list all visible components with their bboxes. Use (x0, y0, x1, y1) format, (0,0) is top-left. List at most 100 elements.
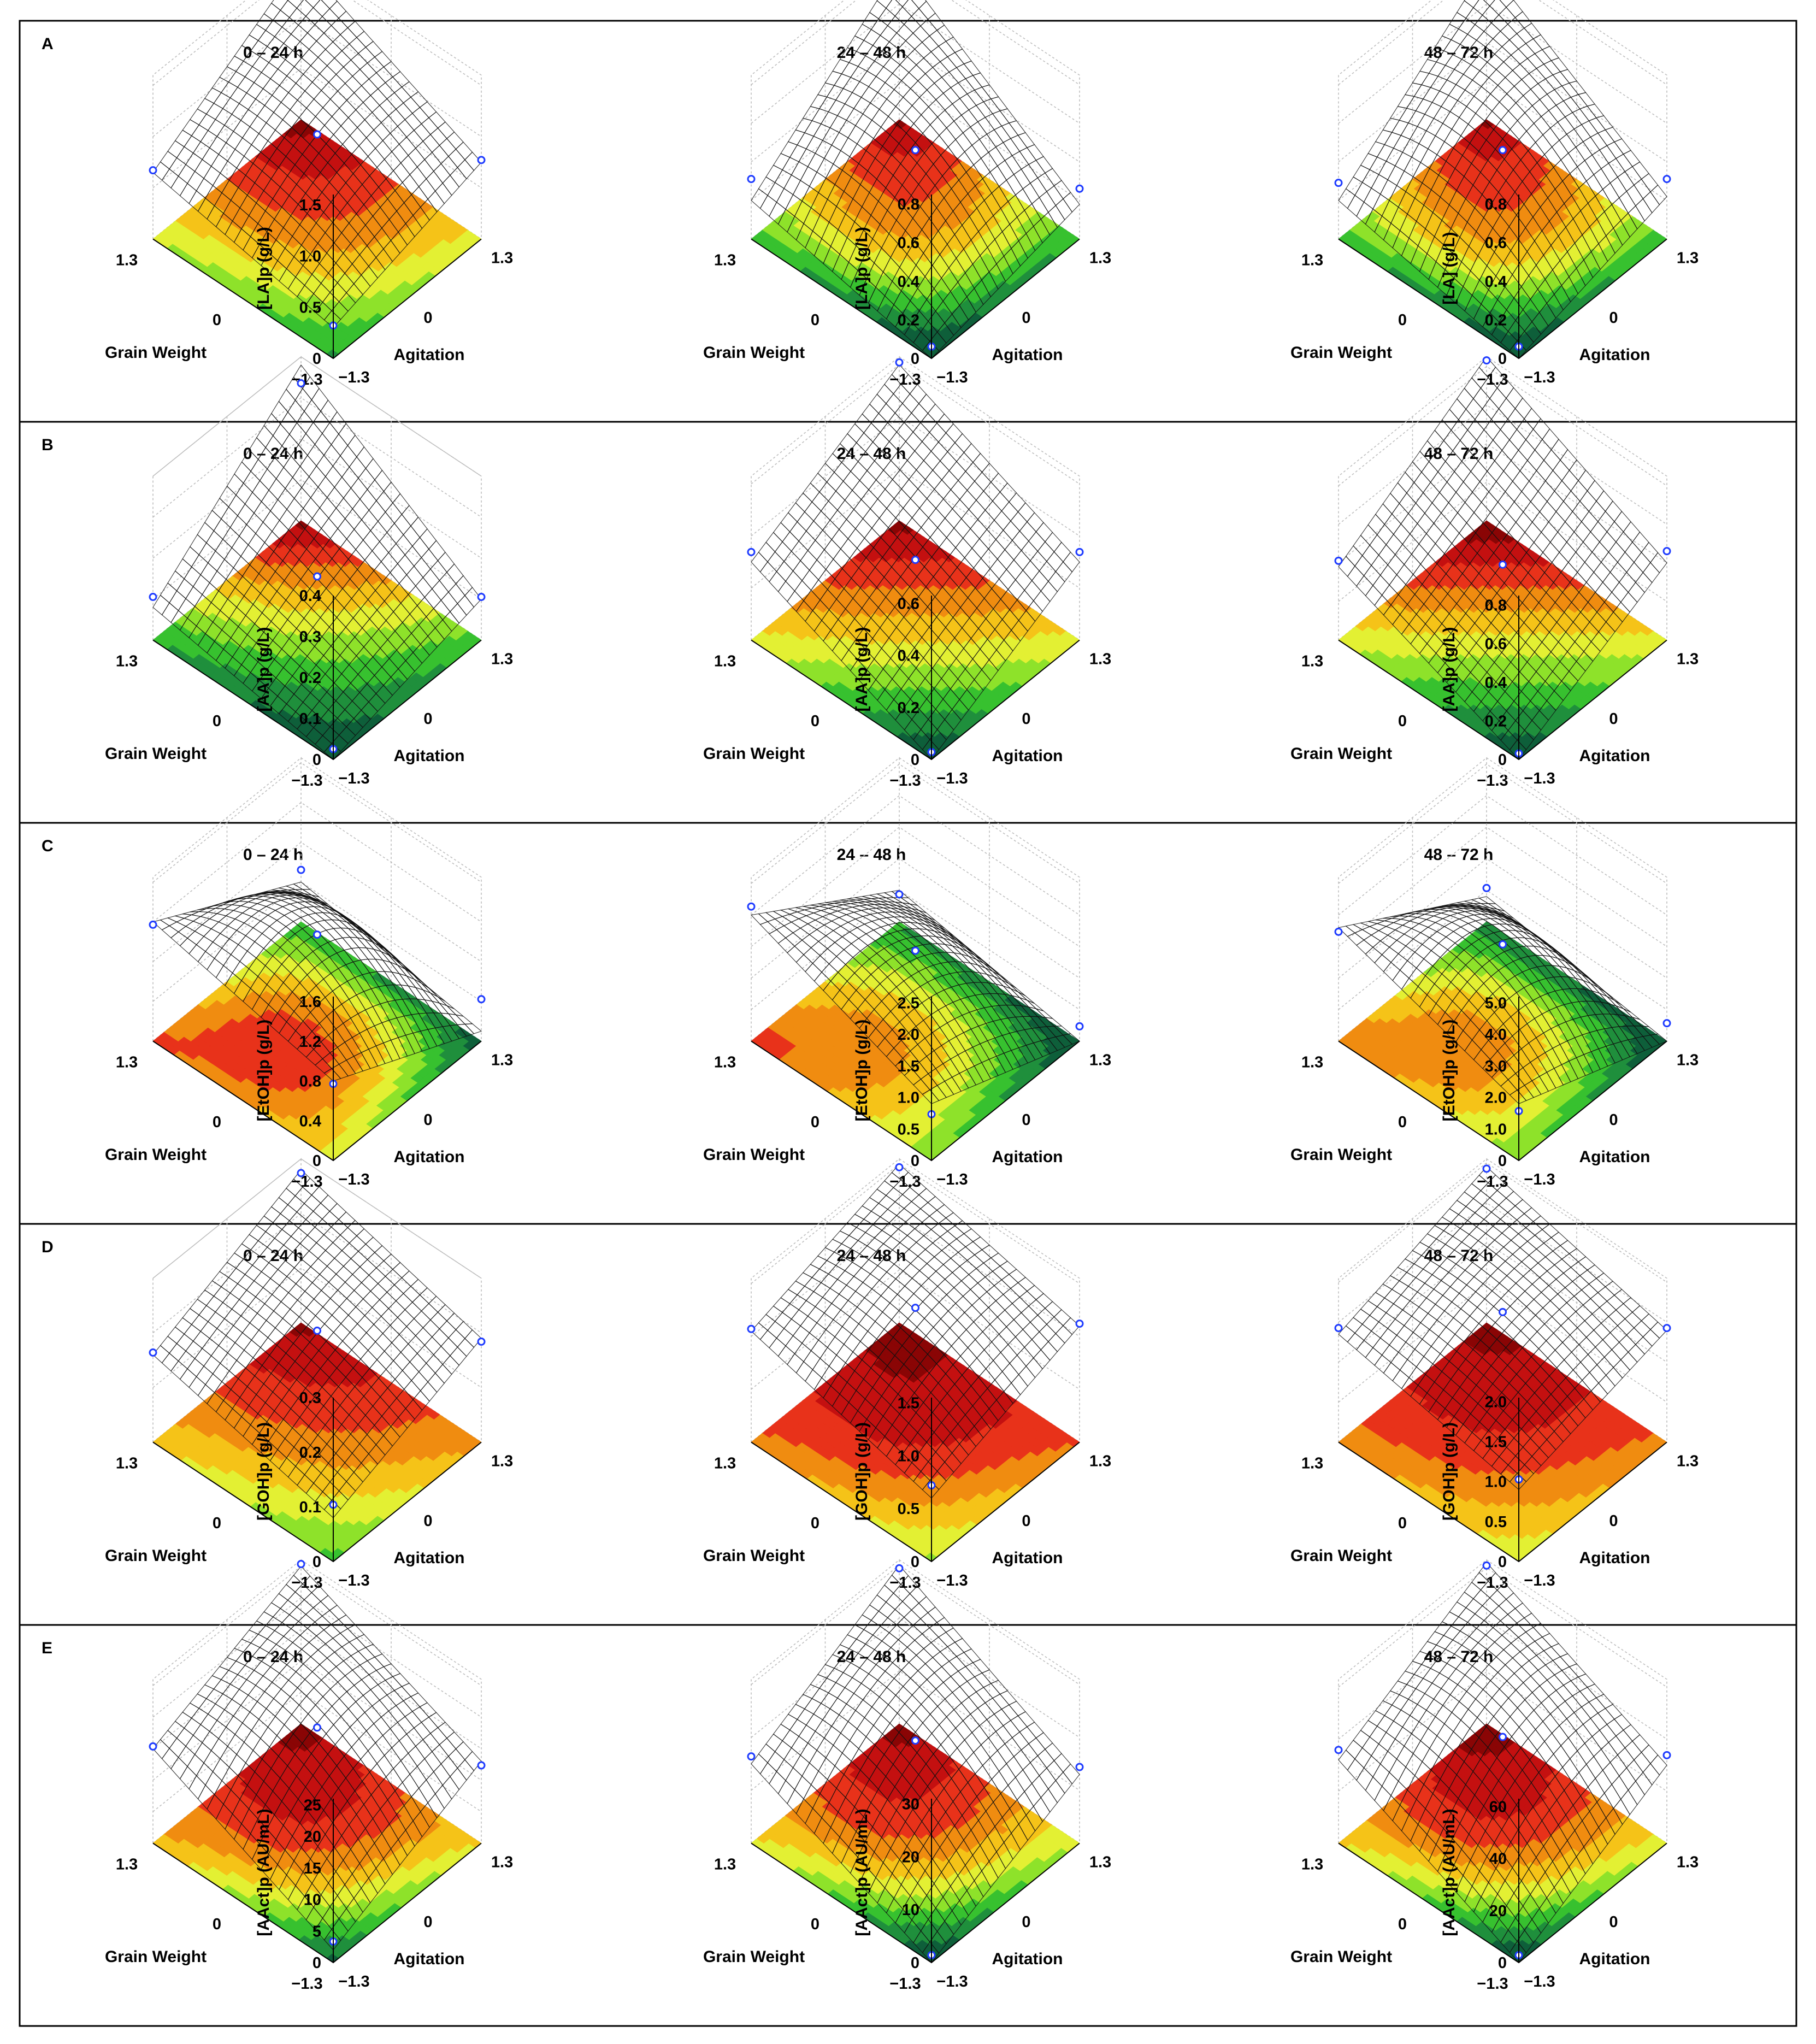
data-point (1499, 1733, 1507, 1741)
panel-a-3: 48 – 72 h00.20.40.60.8[LA] (g/L)1.30−1.3… (1290, 0, 1699, 388)
data-point (911, 1736, 919, 1745)
data-point (747, 902, 756, 911)
data-point (747, 1324, 756, 1333)
agitation-tick: 1.3 (491, 1052, 513, 1069)
grain-weight-tick: 0 (811, 311, 819, 329)
panel-b-1: 0 – 24 h00.10.20.30.4[AA]p (g/L)1.30−1.3… (105, 356, 513, 790)
grain-weight-label: Grain Weight (1290, 344, 1392, 362)
z-tick-label: 0.1 (299, 710, 321, 728)
data-point (313, 130, 321, 139)
response-surface (1338, 1562, 1667, 1963)
grain-weight-tick: 1.3 (1301, 252, 1323, 269)
z-tick-label: 0.3 (299, 1389, 321, 1407)
base-edges (1338, 639, 1667, 761)
base-edges (1338, 1441, 1667, 1563)
grain-weight-tick: 1.3 (1301, 1054, 1323, 1071)
z-tick-label: 0.6 (898, 234, 919, 252)
z-tick-label: 0 (313, 1954, 321, 1972)
data-point (149, 1348, 157, 1357)
z-tick-label: 1.0 (898, 1447, 919, 1465)
agitation-label: Agitation (394, 1549, 465, 1567)
z-tick-label: 0 (1498, 751, 1507, 769)
data-point (1499, 560, 1507, 569)
agitation-tick: 0 (1022, 710, 1030, 728)
grain-weight-label: Grain Weight (105, 745, 207, 763)
contour-floor (152, 1723, 482, 1963)
z-axis-label: [GOH]p (g/L) (1440, 1422, 1458, 1521)
grain-weight-tick: 0 (811, 1114, 819, 1131)
z-tick-label: 40 (1489, 1851, 1507, 1868)
data-point (911, 146, 919, 155)
grain-weight-tick: 1.3 (116, 1054, 138, 1071)
response-surface (1337, 896, 1668, 1104)
z-tick-label: 10 (304, 1892, 321, 1909)
contour-floor (152, 921, 482, 1161)
grain-weight-tick: 0 (811, 712, 819, 730)
axes: 0 10 20 30 [AAct]p (AU/mL) 1.3 0 −1.3 −1.3 0 1.3 Gr… (703, 1796, 1111, 1993)
agitation-label: Agitation (1579, 1549, 1650, 1567)
z-tick-label: 0.4 (299, 1112, 321, 1130)
agitation-tick: 1.3 (491, 250, 513, 267)
grain-weight-label: Grain Weight (1290, 1146, 1392, 1164)
agitation-tick: 1.3 (491, 1854, 513, 1871)
z-tick-label: 0.5 (898, 1121, 919, 1138)
grain-weight-tick: −1.3 (291, 772, 322, 790)
data-point (1334, 556, 1343, 565)
z-axis-label: [LA]p (g/L) (255, 227, 273, 310)
axes: 0 5 10 15 20 25 [AAct]p (AU/mL) 1.3 0 −1.3 −1.3 0 1.… (105, 1797, 513, 1993)
grain-weight-label: Grain Weight (703, 344, 805, 362)
data-point (313, 1327, 321, 1335)
agitation-tick: −1.3 (1524, 1171, 1555, 1188)
z-tick-label: 0 (911, 751, 919, 769)
grain-weight-label: Grain Weight (105, 1948, 207, 1966)
z-axis-label: [EtOH]p (g/L) (853, 1020, 871, 1122)
z-tick-label: 1.2 (299, 1033, 321, 1051)
data-point (149, 166, 157, 175)
data-point (1075, 1763, 1084, 1771)
z-tick-label: 15 (304, 1860, 321, 1877)
data-point (149, 920, 157, 929)
panel-title: 24 – 48 h (837, 846, 906, 864)
data-point (1662, 1019, 1671, 1028)
z-tick-label: 0.8 (898, 196, 919, 214)
base-edges (751, 238, 1080, 360)
axes: 00.40.81.21.6[EtOH]p (g/L)1.30−1.3 −1.301… (105, 993, 513, 1191)
axes: 0 0.2 0.4 0.6 0.8 [AA]p (g/L) 1.3 0 −1.3 −1.3 0 1.3… (1290, 596, 1699, 790)
grain-weight-tick: 0 (811, 1515, 819, 1532)
data-point (747, 547, 756, 556)
z-tick-label: 0 (911, 1152, 919, 1170)
agitation-tick: 1.3 (491, 1453, 513, 1470)
panel-title: 24 – 48 h (837, 1648, 906, 1666)
z-tick-label: 0.4 (1485, 273, 1507, 291)
data-point (313, 572, 321, 581)
agitation-tick: 0 (1609, 309, 1618, 327)
data-point (477, 1761, 486, 1770)
grain-weight-label: Grain Weight (105, 1146, 207, 1164)
grain-weight-tick: 0 (213, 1515, 221, 1532)
panel-b-3: 48 – 72 h00.20.40.60.8[AA]p (g/L)1.30−1.… (1290, 356, 1699, 790)
z-tick-label: 0.2 (1485, 712, 1507, 730)
axes: 0 0.1 0.2 0.3 [GOH]p (g/L) 1.3 0 −1.3 −1.3 0 1.3 Gr… (105, 1389, 513, 1592)
panel-a-1: 0 – 24 h 0 0.5 1.0 1.5 [LA]p (g/L) 1.3 0 −1.3 −1.… (105, 0, 513, 388)
contour-floor (152, 1322, 482, 1562)
z-tick-label: 0.5 (1485, 1513, 1507, 1531)
agitation-tick: −1.3 (338, 1171, 369, 1188)
grain-weight-tick: 0 (1398, 712, 1407, 730)
z-tick-label: 0 (1498, 1954, 1507, 1972)
z-axis-label: [AAct]p (AU/mL) (1440, 1809, 1458, 1936)
figure-rows: A 0 – 24 h 0 0.5 1.0 1.5 [LA]p (g/L) 1.3 0 −1.3 −1… (19, 0, 1797, 2027)
data-point (747, 1752, 756, 1761)
agitation-tick: 1.3 (1089, 1052, 1111, 1069)
z-tick-label: 2.0 (1485, 1393, 1507, 1411)
contour-floor (152, 520, 482, 760)
z-axis-label: [GOH]p (g/L) (853, 1422, 871, 1521)
agitation-label: Agitation (1579, 346, 1650, 364)
grain-weight-label: Grain Weight (703, 1547, 805, 1565)
z-tick-label: 1.5 (299, 197, 321, 214)
z-axis-label: [EtOH]p (g/L) (255, 1020, 273, 1122)
agitation-label: Agitation (992, 346, 1063, 364)
data-point (1482, 356, 1491, 365)
z-tick-label: 0 (1498, 1152, 1507, 1170)
data-point (297, 379, 305, 387)
